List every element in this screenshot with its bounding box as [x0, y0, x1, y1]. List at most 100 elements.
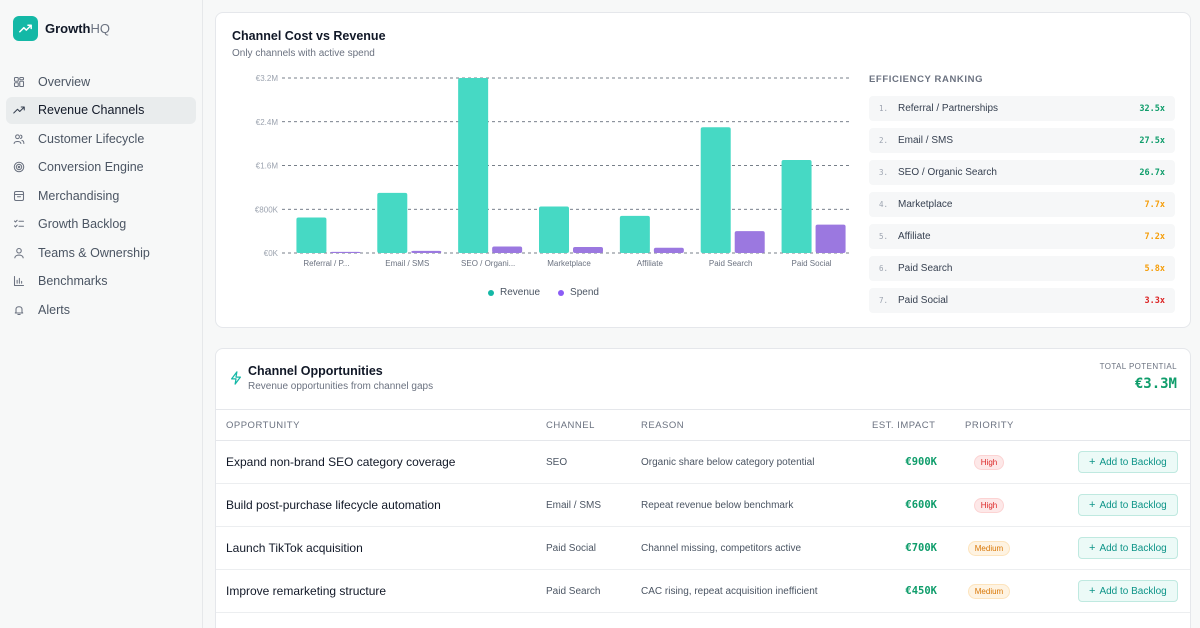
x-tick-label: Marketplace: [547, 259, 591, 268]
bar-revenue-2[interactable]: [458, 78, 489, 253]
bar-spend-4[interactable]: [653, 247, 684, 253]
sidebar-item-overview[interactable]: Overview: [6, 68, 196, 95]
trending-up-icon: [13, 16, 38, 41]
opportunity-reason: Repeat revenue below benchmark: [641, 499, 794, 511]
bar-revenue-4[interactable]: [619, 215, 650, 253]
sidebar-item-label: Teams & Ownership: [38, 245, 150, 260]
y-tick-label: €800K: [255, 205, 279, 214]
table-row: Launch TikTok acquisition Paid Social Chan…: [216, 527, 1190, 570]
x-tick-label: Paid Social: [792, 259, 832, 268]
add-to-backlog-label: Add to Backlog: [1099, 542, 1167, 554]
opportunity-name: Launch TikTok acquisition: [226, 541, 363, 555]
opportunity-channel: SEO: [546, 456, 568, 468]
bar-chart: €0K €800K €1.6M €2.4M €3.2M Referral / P... Em…: [255, 74, 852, 268]
x-tick-label: Referral / P...: [303, 259, 349, 268]
opportunity-impact: €600K: [905, 499, 937, 511]
bar-revenue-5[interactable]: [700, 127, 731, 253]
bar-spend-1[interactable]: [411, 250, 442, 253]
sidebar-item-benchmarks[interactable]: Benchmarks: [6, 268, 196, 295]
opportunities-table: OPPORTUNITY CHANNEL REASON EST. IMPACT P…: [216, 409, 1190, 613]
sidebar-item-alerts[interactable]: Alerts: [6, 296, 196, 323]
users-icon: [13, 133, 25, 145]
brand-name: GrowthHQ: [45, 21, 110, 36]
column-header-opportunity[interactable]: OPPORTUNITY: [226, 420, 300, 431]
priority-badge: Medium: [967, 540, 1011, 556]
channel-opportunities-card: Channel Opportunities Revenue opportunit…: [215, 348, 1191, 628]
add-to-backlog-button[interactable]: + Add to Backlog: [1078, 494, 1178, 516]
y-tick-label: €1.6M: [256, 162, 279, 171]
opportunities-subtitle: Revenue opportunities from channel gaps: [248, 381, 434, 392]
ranking-number: 3.: [879, 168, 889, 177]
plus-icon: +: [1089, 585, 1096, 597]
sidebar: GrowthHQ Overview Revenue Channels Custome…: [0, 0, 203, 628]
y-tick-label: €0K: [264, 249, 279, 258]
ranking-number: 1.: [879, 104, 889, 113]
brand[interactable]: GrowthHQ: [13, 16, 110, 41]
ranking-number: 6.: [879, 264, 889, 273]
plus-icon: +: [1089, 456, 1096, 468]
sidebar-item-label: Growth Backlog: [38, 217, 127, 231]
add-to-backlog-button[interactable]: + Add to Backlog: [1078, 580, 1178, 602]
table-row: Build post-purchase lifecycle automation…: [216, 484, 1190, 527]
bar-spend-0[interactable]: [330, 251, 361, 253]
legend-label: Spend: [570, 287, 599, 298]
opportunity-reason: Organic share below category potential: [641, 456, 815, 468]
opportunities-title: Channel Opportunities: [248, 364, 383, 378]
ranking-channel-name: Referral / Partnerships: [898, 103, 999, 114]
bar-revenue-1[interactable]: [377, 192, 408, 253]
y-tick-label: €3.2M: [256, 74, 279, 83]
ranking-ratio: 5.8x: [1144, 263, 1165, 274]
efficiency-ranking-list: 1. Referral / Partnerships 32.5x 2. Email / …: [869, 96, 1175, 320]
table-row: Improve remarketing structure Paid Search…: [216, 570, 1190, 613]
ranking-row: 2. Email / SMS 27.5x: [869, 128, 1175, 153]
sidebar-item-label: Alerts: [38, 302, 70, 317]
x-tick-label: Affiliate: [637, 259, 664, 268]
chart-subtitle: Only channels with active spend: [232, 48, 375, 59]
column-header-impact[interactable]: EST. IMPACT: [872, 420, 936, 431]
bar-spend-6[interactable]: [815, 224, 846, 253]
action-cell: + Add to Backlog: [1078, 484, 1178, 526]
opportunity-reason: Channel missing, competitors active: [641, 542, 802, 554]
ranking-channel-name: Paid Social: [898, 295, 949, 306]
legend-dot-icon: [558, 289, 565, 296]
column-header-reason[interactable]: REASON: [641, 420, 685, 431]
ranking-channel-name: Paid Search: [898, 263, 953, 274]
chart-legend: Revenue Spend: [488, 287, 599, 298]
ranking-number: 7.: [879, 296, 889, 305]
ranking-channel-name: Marketplace: [898, 199, 953, 210]
ranking-title: EFFICIENCY RANKING: [869, 74, 984, 85]
bar-revenue-3[interactable]: [539, 206, 569, 253]
opportunity-impact: €900K: [905, 456, 937, 468]
lightning-icon: [231, 371, 241, 385]
priority-badge: High: [973, 454, 1005, 470]
bar-spend-5[interactable]: [734, 231, 765, 253]
sidebar-item-conversion-engine[interactable]: Conversion Engine: [6, 154, 196, 181]
add-to-backlog-label: Add to Backlog: [1099, 456, 1167, 468]
column-header-channel[interactable]: CHANNEL: [546, 420, 595, 431]
channel-cost-revenue-card: Channel Cost vs Revenue Only channels wi…: [215, 12, 1191, 328]
bar-chart-icon: [13, 275, 25, 287]
sidebar-item-customer-lifecycle[interactable]: Customer Lifecycle: [6, 125, 196, 152]
bar-revenue-0[interactable]: [296, 217, 327, 253]
box-icon: [13, 190, 25, 202]
bar-revenue-6[interactable]: [781, 160, 812, 253]
plus-icon: +: [1089, 542, 1096, 554]
sidebar-item-merchandising[interactable]: Merchandising: [6, 182, 196, 209]
sidebar-item-teams-ownership[interactable]: Teams & Ownership: [6, 239, 196, 266]
ranking-row: 1. Referral / Partnerships 32.5x: [869, 96, 1175, 121]
opportunity-channel: Paid Social: [546, 542, 597, 554]
sidebar-item-revenue-channels[interactable]: Revenue Channels: [6, 96, 196, 124]
ranking-row: 4. Marketplace 7.7x: [869, 192, 1175, 217]
add-to-backlog-button[interactable]: + Add to Backlog: [1078, 537, 1178, 559]
legend-dot-icon: [488, 289, 494, 296]
bar-spend-3[interactable]: [573, 246, 603, 253]
column-header-priority[interactable]: PRIORITY: [965, 420, 1014, 431]
bar-spend-2[interactable]: [492, 246, 523, 253]
x-tick-label: Paid Search: [709, 259, 753, 268]
legend-item-revenue: Revenue: [488, 287, 540, 298]
opportunity-channel: Email / SMS: [546, 499, 602, 511]
add-to-backlog-button[interactable]: + Add to Backlog: [1078, 451, 1178, 473]
ranking-channel-name: Affiliate: [898, 231, 931, 242]
ranking-number: 5.: [879, 232, 889, 241]
sidebar-item-growth-backlog[interactable]: Growth Backlog: [6, 211, 196, 238]
